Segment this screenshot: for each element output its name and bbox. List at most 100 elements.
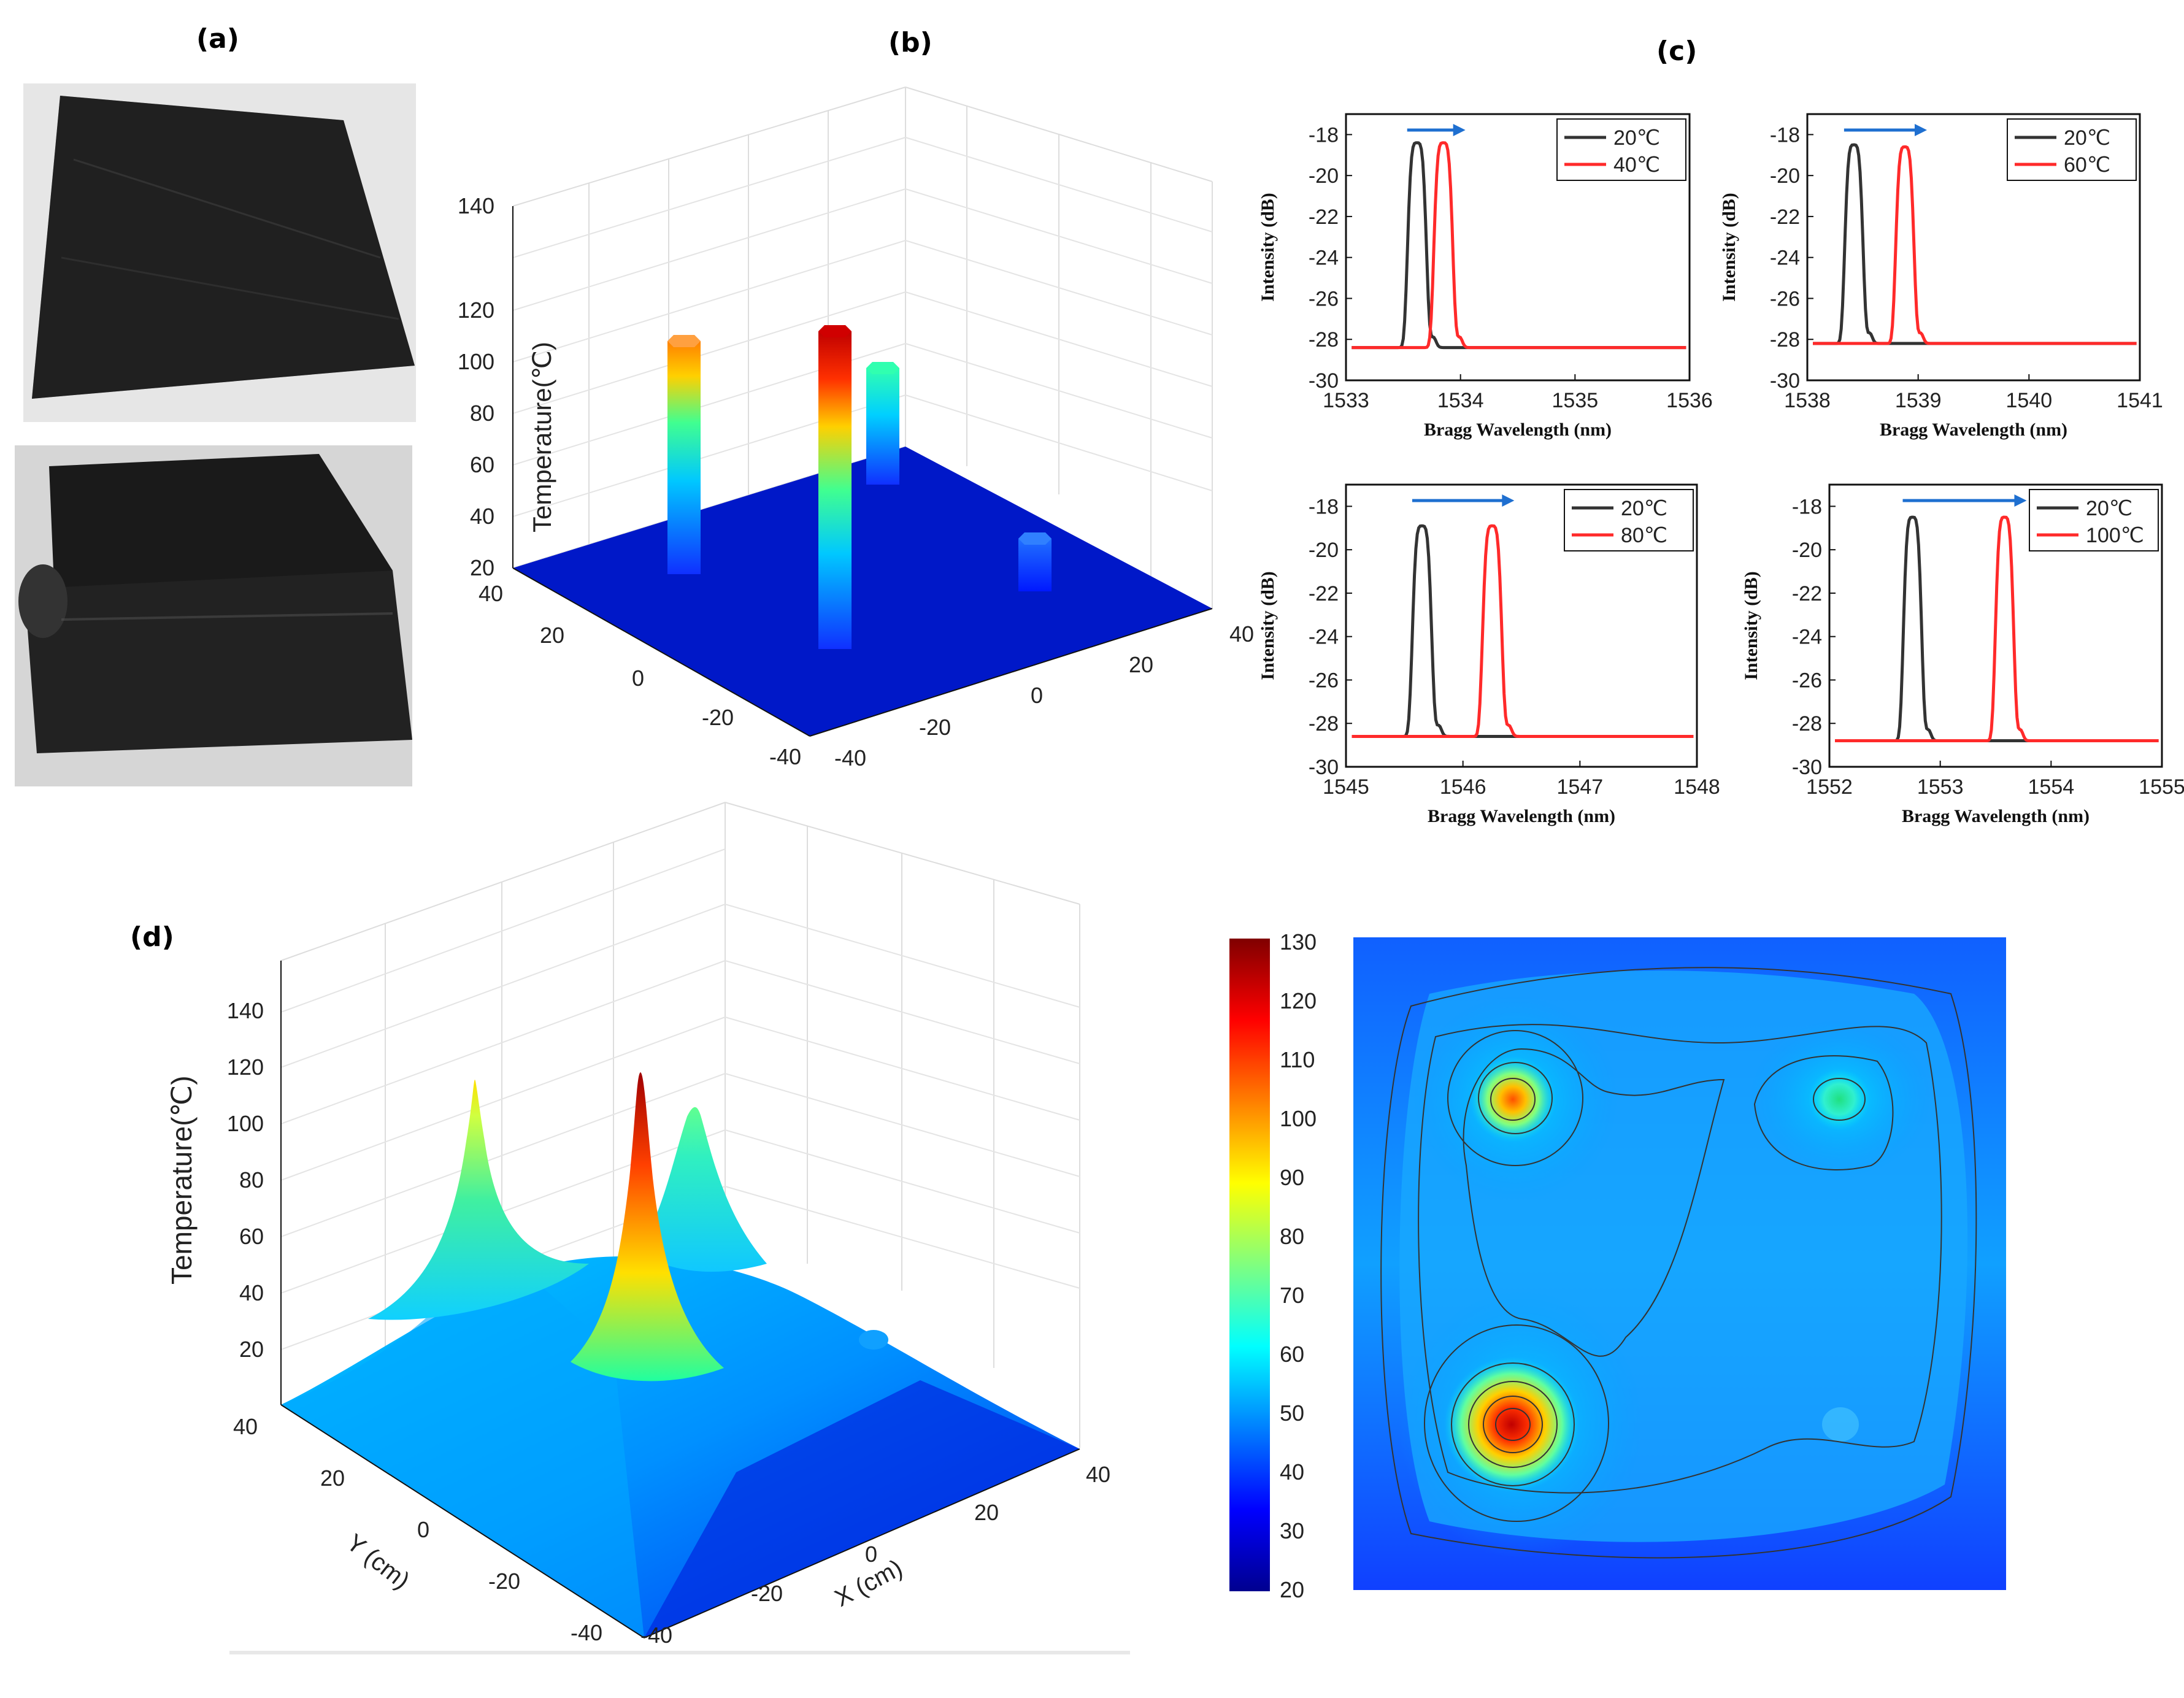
spectrum-3-legend: [1564, 489, 1694, 551]
cbar-tick-60: 60: [1280, 1342, 1304, 1367]
d-ytick-0: 40: [233, 1414, 258, 1439]
spectrum-1-xlabel: Bragg Wavelength (nm): [1424, 420, 1612, 440]
spectrum-2-ytick-5: -28: [1770, 328, 1800, 352]
surface-peak-2: [571, 1072, 724, 1381]
spectrum-3-ytick-2: -22: [1309, 582, 1339, 605]
spectrum-3-ytick-0: -18: [1309, 495, 1339, 518]
spectrum-3-line-2: [1352, 524, 1694, 738]
d-ztick-4: 100: [227, 1111, 264, 1136]
b-xtick-2: 0: [1031, 683, 1043, 708]
spectrum-4-arrow-head: [2014, 494, 2027, 507]
d-ytick-3: -20: [488, 1569, 520, 1594]
spectrum-3-ytick-4: -26: [1309, 669, 1339, 692]
d-ylabel: Y (cm): [341, 1529, 414, 1594]
label-d: (d): [130, 921, 174, 953]
spectrum-4-frame: [1828, 483, 2163, 768]
d-ztick-0: 20: [239, 1337, 264, 1362]
spectrum-1-ytick-1: -20: [1309, 164, 1339, 188]
spectrum-3-legend-label-2: 80℃: [1621, 524, 1667, 547]
d-ytick-2: 0: [417, 1517, 429, 1542]
spectrum-1-ytick-6: -30: [1309, 369, 1339, 393]
spectrum-1-ytick-0: -18: [1309, 123, 1339, 147]
panel-b-3d-bar: 20 40 60 80 100 120 140 Temperature(℃) 4…: [458, 86, 1254, 770]
spectrum-2-xlabel: Bragg Wavelength (nm): [1880, 420, 2067, 440]
spectrum-1-ytick-4: -26: [1309, 287, 1339, 310]
spectrum-2-ytick-2: -22: [1770, 206, 1800, 229]
cbar-tick-80: 80: [1280, 1224, 1304, 1249]
surface-peak-4: [859, 1330, 888, 1350]
spectrum-3-ytick-6: -30: [1309, 756, 1339, 779]
spectrum-4-ytick-4: -26: [1792, 669, 1822, 692]
spectrum-4-ytick-0: -18: [1792, 495, 1822, 518]
spectrum-2-ytick-1: -20: [1770, 164, 1800, 188]
spectrum-4-xtick-2: 1554: [2028, 775, 2075, 799]
spectrum-2-xtick-0: 1538: [1784, 389, 1831, 412]
d-ztick-3: 80: [239, 1167, 264, 1193]
spectrum-3-xtick-3: 1548: [1674, 775, 1720, 799]
spectrum-3-ytick-5: -28: [1309, 712, 1339, 736]
b-zlabel: Temperature(℃): [528, 342, 556, 532]
photo-fabric-flat: [23, 83, 416, 422]
hotspot-3: [1809, 1069, 1870, 1130]
d-ztick-5: 120: [227, 1055, 264, 1080]
spectrum-4-line-2: [1835, 515, 2159, 742]
spectrum-4-ytick-1: -20: [1792, 539, 1822, 562]
cbar-tick-30: 30: [1280, 1518, 1304, 1543]
b-ytick-1: 20: [540, 623, 564, 648]
spectrum-3-ytick-1: -20: [1309, 539, 1339, 562]
spectrum-4-legend: [2029, 489, 2159, 551]
spectrum-2-ytick-6: -30: [1770, 369, 1800, 393]
spectrum-1-ytick-5: -28: [1309, 328, 1339, 352]
spectrum-3-xtick-0: 1545: [1323, 775, 1369, 799]
spectrum-1-xtick-3: 1536: [1666, 389, 1713, 412]
spectrum-2-xtick-2: 1540: [2006, 389, 2053, 412]
b-xtick-1: -20: [919, 715, 951, 740]
spectrum-3-frame: [1345, 483, 1698, 768]
spectrum-4-legend-label-2: 100℃: [2086, 524, 2144, 547]
b-ztick-4: 100: [458, 349, 494, 374]
d-xtick-1: -20: [751, 1581, 783, 1606]
spectrum-2-line-2: [1813, 145, 2137, 345]
cbar-tick-20: 20: [1280, 1577, 1304, 1602]
spectrum-3-legend-label-1: 20℃: [1621, 497, 1667, 520]
b-xtick-4: 40: [1229, 621, 1254, 647]
spectrum-2-ytick-3: -24: [1770, 247, 1800, 270]
spectrum-4-ytick-6: -30: [1792, 756, 1822, 779]
d-ztick-1: 40: [239, 1280, 264, 1305]
spectrum-1-ytick-3: -24: [1309, 247, 1339, 270]
spectrum-3-line-1: [1352, 524, 1694, 738]
cbar-tick-90: 90: [1280, 1165, 1304, 1190]
spectrum-2-ylabel: Intensity (dB): [1719, 193, 1739, 302]
spectrum-3-xlabel: Bragg Wavelength (nm): [1428, 806, 1615, 826]
cbar-tick-50: 50: [1280, 1400, 1304, 1426]
spectrum-4-xlabel: Bragg Wavelength (nm): [1902, 806, 2090, 826]
cbar-tick-110: 110: [1280, 1047, 1315, 1072]
spectrum-2-legend: [2007, 118, 2137, 181]
d-ytick-4: -40: [571, 1620, 602, 1645]
spectrum-1-arrow-head: [1453, 124, 1466, 136]
spectrum-1-ytick-2: -22: [1309, 206, 1339, 229]
spectrum-1-ylabel: Intensity (dB): [1258, 193, 1278, 302]
b-ztick-2: 60: [470, 452, 494, 477]
spectrum-4-ytick-3: -24: [1792, 626, 1822, 649]
contour-map: [1353, 937, 2006, 1590]
d-xtick-2: 0: [865, 1542, 877, 1567]
d-zlabel: Temperature(℃): [166, 1075, 198, 1285]
b-ytick-3: -20: [702, 705, 734, 730]
hotspot-1: [1470, 1056, 1556, 1142]
spectrum-1-line-2: [1352, 141, 1686, 350]
photo-fabric-folded: [15, 445, 412, 786]
d-xtick-4: 40: [1086, 1462, 1110, 1487]
spectrum-2-legend-label-1: 20℃: [2064, 126, 2110, 150]
label-a: (a): [196, 23, 239, 55]
surface-peak-3: [638, 1107, 767, 1272]
d-xtick-0: -40: [640, 1623, 672, 1648]
b-ztick-1: 40: [470, 504, 494, 529]
spectrum-2-ytick-4: -26: [1770, 287, 1800, 310]
cbar-tick-120: 120: [1280, 988, 1317, 1013]
